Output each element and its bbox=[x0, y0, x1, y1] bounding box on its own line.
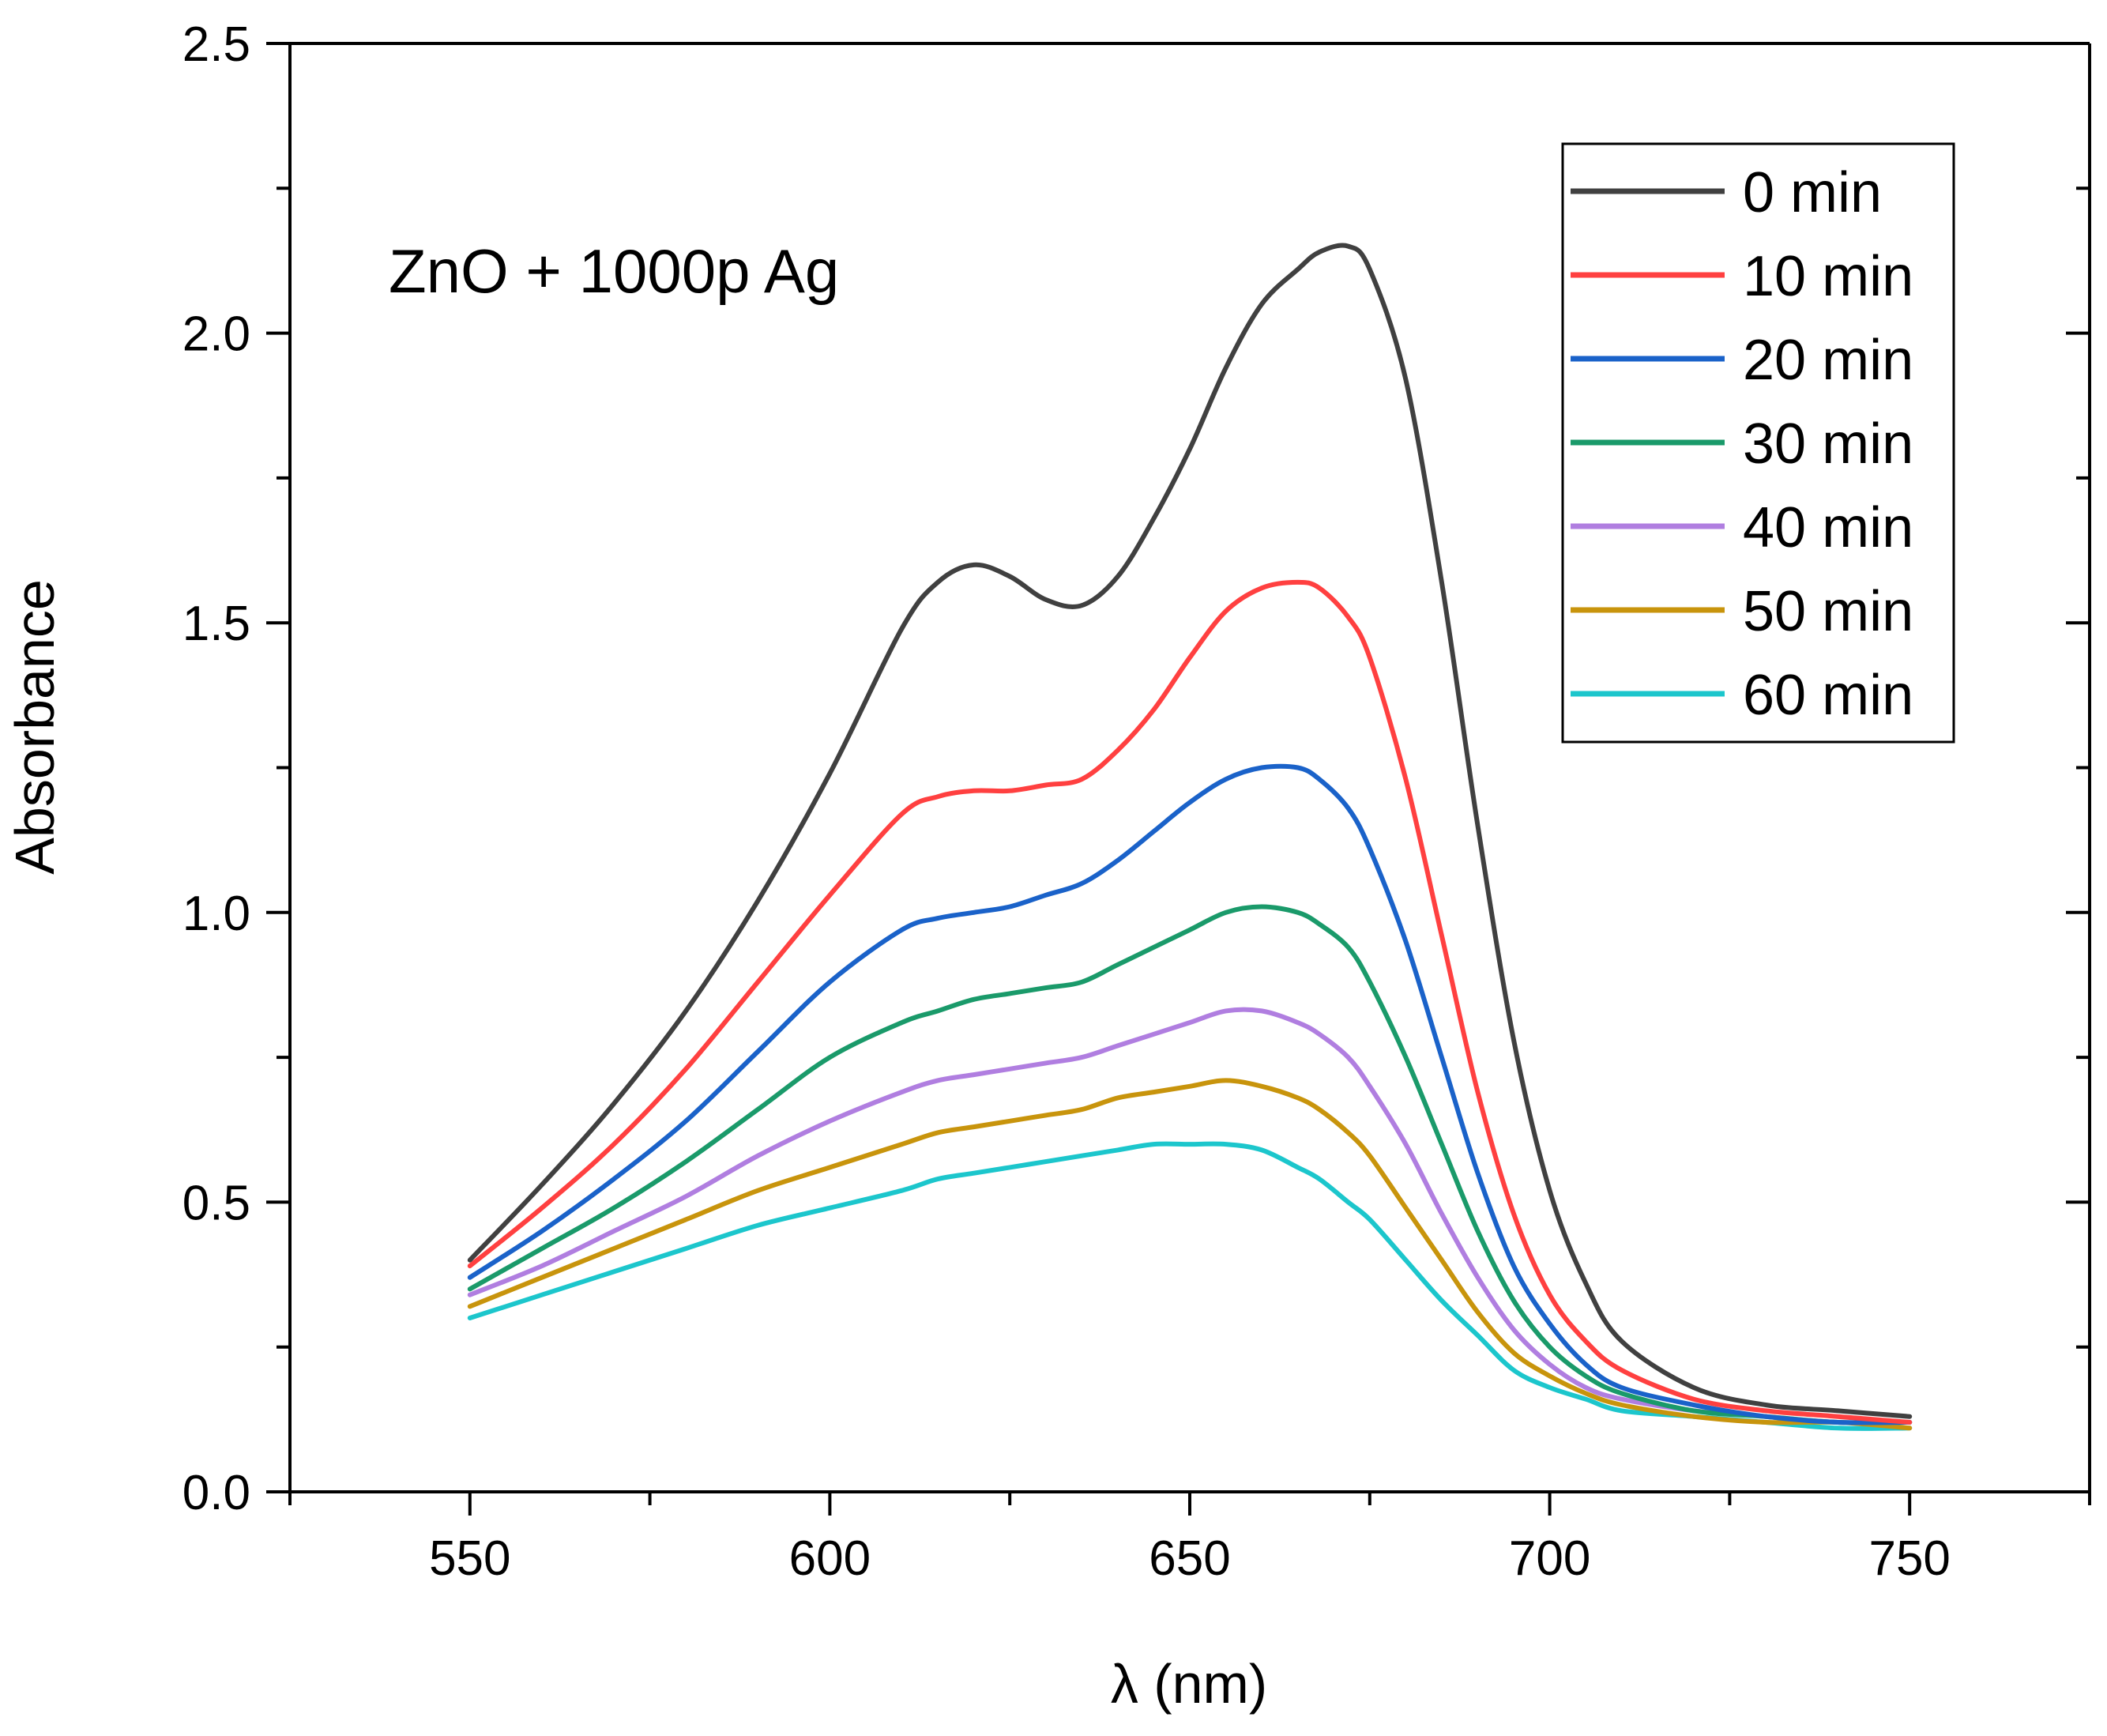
legend-label: 30 min bbox=[1743, 412, 1913, 476]
legend-label: 20 min bbox=[1743, 329, 1913, 392]
series-curves bbox=[467, 243, 1913, 1431]
y-tick-label: 1.0 bbox=[182, 887, 250, 941]
series-line-0 bbox=[467, 243, 1913, 1419]
x-tick-label: 550 bbox=[429, 1531, 510, 1586]
y-tick-label: 2.5 bbox=[182, 17, 250, 72]
x-tick-label: 650 bbox=[1149, 1531, 1230, 1586]
x-tick-label: 600 bbox=[789, 1531, 871, 1586]
x-tick-label: 700 bbox=[1509, 1531, 1590, 1586]
sample-annotation: ZnO + 1000p Ag bbox=[389, 236, 839, 306]
series-line-3 bbox=[467, 904, 1913, 1425]
legend-label: 10 min bbox=[1743, 245, 1913, 308]
y-tick-label: 1.5 bbox=[182, 597, 250, 651]
series-line-2 bbox=[467, 763, 1913, 1425]
series-line-5 bbox=[467, 1078, 1913, 1431]
axes: 550 600 650 700 750 0.0 0.5 1.0 1.5 2.0 2.5 bbox=[182, 17, 2091, 1586]
legend-label: 40 min bbox=[1743, 496, 1913, 559]
series-line-4 bbox=[467, 1007, 1913, 1425]
x-axis-title: λ (nm) bbox=[1111, 1653, 1267, 1715]
x-tick-label: 750 bbox=[1868, 1531, 1950, 1586]
legend: 0 min 10 min 20 min 30 min 40 min 50 min 60 mi… bbox=[1561, 142, 1955, 744]
legend-label: 60 min bbox=[1743, 664, 1913, 727]
legend-label: 0 min bbox=[1743, 161, 1882, 224]
y-tick-label: 2.0 bbox=[182, 307, 250, 362]
y-tick-label: 0.5 bbox=[182, 1176, 250, 1230]
series-line-1 bbox=[467, 579, 1913, 1425]
y-axis-title: Absorbance bbox=[4, 579, 66, 875]
legend-label: 50 min bbox=[1743, 580, 1913, 643]
y-tick-label: 0.0 bbox=[182, 1466, 250, 1520]
series-line-6 bbox=[467, 1141, 1913, 1431]
